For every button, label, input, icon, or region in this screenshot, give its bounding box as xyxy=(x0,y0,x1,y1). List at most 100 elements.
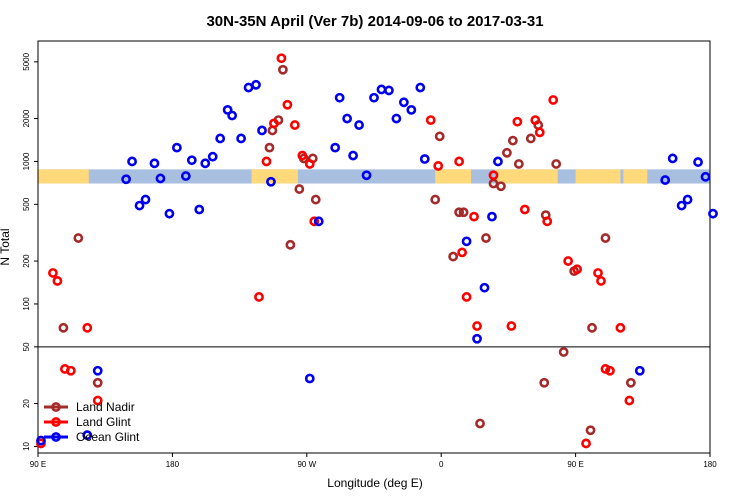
data-point xyxy=(448,251,459,262)
data-point xyxy=(481,233,491,243)
data-point xyxy=(297,150,308,161)
x-axis: 90 E 180 90 W 0 90 E 180 xyxy=(30,453,717,469)
data-point xyxy=(708,208,718,219)
data-point xyxy=(502,147,512,158)
data-point xyxy=(194,204,205,215)
data-point xyxy=(164,208,175,219)
data-point xyxy=(92,377,103,388)
y-tick-label: 2000 xyxy=(22,109,31,127)
data-point xyxy=(507,135,518,146)
data-point xyxy=(600,233,611,243)
legend-label: Land Nadir xyxy=(76,400,135,414)
data-point xyxy=(266,176,276,187)
data-point xyxy=(551,159,562,169)
data-point xyxy=(121,174,132,185)
series-land-glint xyxy=(36,53,635,449)
scatter-points xyxy=(36,53,718,449)
data-point xyxy=(313,216,324,227)
data-point xyxy=(282,99,293,110)
data-point xyxy=(548,95,559,105)
data-point xyxy=(342,113,353,124)
data-point xyxy=(384,85,394,96)
data-point xyxy=(243,82,254,93)
data-point xyxy=(693,157,703,167)
data-point xyxy=(294,184,305,194)
data-point xyxy=(587,322,597,333)
data-point xyxy=(542,216,553,227)
data-point xyxy=(425,115,436,126)
data-point xyxy=(276,53,287,64)
data-point xyxy=(304,159,315,169)
data-point xyxy=(261,156,272,167)
data-point xyxy=(48,268,58,278)
data-point xyxy=(581,438,591,449)
data-point xyxy=(525,133,536,144)
land-band-2 xyxy=(435,169,472,184)
data-point xyxy=(454,207,465,218)
x-tick-label: 0 xyxy=(439,460,444,469)
data-point xyxy=(461,292,472,302)
land-band-4 xyxy=(575,169,621,184)
y-tick-label: 100 xyxy=(22,297,31,311)
legend-marker xyxy=(51,402,61,412)
data-point xyxy=(634,365,645,376)
legend-label: Ocean Glint xyxy=(76,430,140,444)
data-point xyxy=(92,395,103,406)
legend-marker xyxy=(51,432,61,442)
data-point xyxy=(479,282,490,293)
data-point xyxy=(354,120,364,130)
y-axis: 10 20 50 100 200 500 1000 2000 5000 xyxy=(22,52,38,451)
legend-label: Land Glint xyxy=(76,415,131,429)
y-tick-label: 5000 xyxy=(22,52,31,70)
data-point xyxy=(52,276,63,286)
data-point xyxy=(310,194,321,205)
data-point xyxy=(605,365,615,376)
data-point xyxy=(530,115,541,126)
data-point xyxy=(127,156,137,167)
data-point xyxy=(309,216,320,227)
data-point xyxy=(488,170,499,181)
data-point xyxy=(398,97,409,108)
data-point xyxy=(519,204,530,215)
data-point xyxy=(222,104,233,115)
y-tick-label: 10 xyxy=(22,441,31,450)
data-point xyxy=(624,395,635,406)
data-point xyxy=(285,239,296,250)
data-point xyxy=(625,377,636,388)
data-point xyxy=(236,133,246,144)
x-tick-label: 90 W xyxy=(297,460,316,469)
series-ocean-glint xyxy=(36,79,718,446)
data-point xyxy=(215,133,226,144)
x-tick-label: 180 xyxy=(703,460,717,469)
land-band-1 xyxy=(251,169,298,184)
data-point xyxy=(457,247,468,258)
data-point xyxy=(430,194,441,205)
land-band-3 xyxy=(494,169,558,184)
land-band-0 xyxy=(38,169,89,184)
data-point xyxy=(615,322,626,333)
data-point xyxy=(269,118,279,129)
data-point xyxy=(361,170,372,181)
data-point xyxy=(369,92,379,103)
plot-frame xyxy=(37,40,711,454)
data-point xyxy=(676,200,687,211)
data-point xyxy=(415,82,426,93)
data-point xyxy=(434,131,445,142)
data-point xyxy=(472,333,482,344)
data-point xyxy=(596,276,606,286)
data-point xyxy=(36,435,46,446)
data-point xyxy=(134,200,145,211)
data-point xyxy=(512,116,523,127)
x-tick-label: 180 xyxy=(166,460,180,469)
data-point xyxy=(391,113,402,124)
data-point xyxy=(257,125,267,136)
data-point xyxy=(539,377,550,388)
x-tick-label: 90 E xyxy=(30,460,46,469)
data-point xyxy=(534,127,545,138)
data-point xyxy=(660,175,671,185)
map-background-band xyxy=(38,169,710,184)
data-point xyxy=(82,430,93,441)
data-point xyxy=(149,158,160,169)
data-point xyxy=(406,104,417,115)
